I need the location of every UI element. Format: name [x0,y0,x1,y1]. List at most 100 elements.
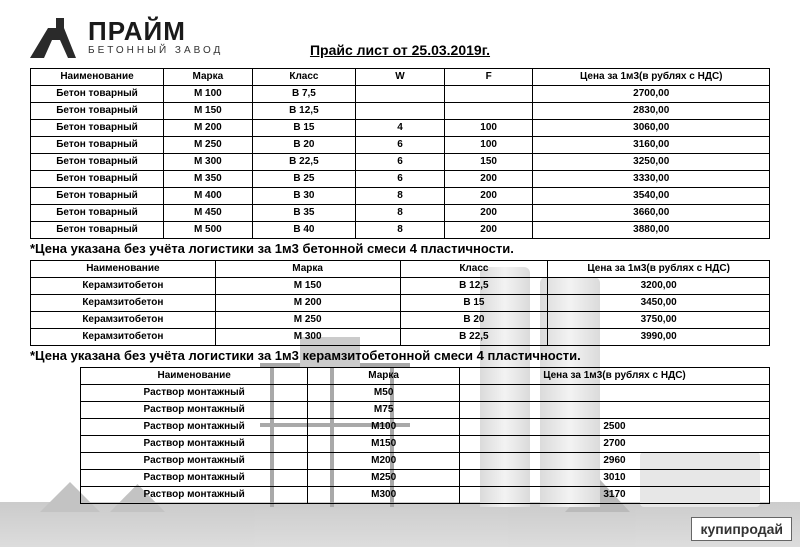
table-cell: М150 [308,436,460,453]
table-row: Бетон товарныйМ 500В 4082003880,00 [31,222,770,239]
table-header-cell: Марка [164,69,253,86]
table-cell: 200 [444,222,533,239]
table-cell: В 20 [252,137,355,154]
table-cell: Бетон товарный [31,154,164,171]
table-cell [444,103,533,120]
table-cell: М 250 [215,312,400,329]
table-row: Бетон товарныйМ 300В 22,561503250,00 [31,154,770,171]
table-cell: В 12,5 [252,103,355,120]
table-cell [356,86,445,103]
table-cell: М 250 [164,137,253,154]
table-cell: 2830,00 [533,103,770,120]
table-header-cell: Класс [252,69,355,86]
table-cell: 100 [444,120,533,137]
table-cell: М200 [308,453,460,470]
table-cell [444,86,533,103]
table-row: Бетон товарныйМ 200В 1541003060,00 [31,120,770,137]
table-row: КерамзитобетонМ 200В 153450,00 [31,295,770,312]
table-cell: 3330,00 [533,171,770,188]
table-row: Бетон товарныйМ 250В 2061003160,00 [31,137,770,154]
table-cell: В 15 [252,120,355,137]
table-cell: 100 [444,137,533,154]
table-row: Раствор монтажныйМ3003170 [81,487,770,504]
table-cell: В 40 [252,222,355,239]
note-concrete: *Цена указана без учёта логистики за 1м3… [30,241,770,256]
table-cell: В 15 [400,295,548,312]
table-header-cell: Марка [215,261,400,278]
table-mortar: НаименованиеМаркаЦена за 1м3(в рублях с … [80,367,770,504]
table-cell: В 35 [252,205,355,222]
table-cell: 3750,00 [548,312,770,329]
table-header-cell: Цена за 1м3(в рублях с НДС) [533,69,770,86]
table-row: Раствор монтажныйМ2002960 [81,453,770,470]
table-cell: Раствор монтажный [81,402,308,419]
table-cell: М300 [308,487,460,504]
table-cell: 3540,00 [533,188,770,205]
table-cell: М 200 [164,120,253,137]
table-cell: М 150 [215,278,400,295]
company-name: ПРАЙМ [88,18,223,44]
table-cell: Бетон товарный [31,188,164,205]
table-cell: 8 [356,205,445,222]
table-cell: Бетон товарный [31,222,164,239]
table-cell: В 20 [400,312,548,329]
table-cell: 3660,00 [533,205,770,222]
table-cell [459,385,769,402]
table-cell: М 350 [164,171,253,188]
table-cell: М 150 [164,103,253,120]
table-cell [356,103,445,120]
table-cell: М75 [308,402,460,419]
table-cell: Бетон товарный [31,137,164,154]
table-cell: Раствор монтажный [81,453,308,470]
table-cell: Керамзитобетон [31,295,216,312]
table-cell: М100 [308,419,460,436]
table-header-cell: Класс [400,261,548,278]
logo-icon [30,18,76,58]
table-cell: Раствор монтажный [81,470,308,487]
table-cell: 2700,00 [533,86,770,103]
table-cell: М 500 [164,222,253,239]
table-cell: М 400 [164,188,253,205]
table-cell: М 200 [215,295,400,312]
table-row: Бетон товарныйМ 450В 3582003660,00 [31,205,770,222]
table-row: Бетон товарныйМ 350В 2562003330,00 [31,171,770,188]
table-cell: 3250,00 [533,154,770,171]
table-row: КерамзитобетонМ 150В 12,53200,00 [31,278,770,295]
table-cell: 8 [356,188,445,205]
table-cell: 3450,00 [548,295,770,312]
table-cell: 2700 [459,436,769,453]
table-cell: 3880,00 [533,222,770,239]
table-cell: Раствор монтажный [81,419,308,436]
table-cell: 2500 [459,419,769,436]
table-cell: Бетон товарный [31,120,164,137]
table-header-cell: Цена за 1м3(в рублях с НДС) [459,368,769,385]
table-row: Бетон товарныйМ 150В 12,52830,00 [31,103,770,120]
table-cell: В 22,5 [252,154,355,171]
table-header-cell: F [444,69,533,86]
table-cell: Керамзитобетон [31,329,216,346]
table-cell: М 300 [215,329,400,346]
table-cell: 6 [356,171,445,188]
table-cell: В 22,5 [400,329,548,346]
table-cell: 200 [444,188,533,205]
table-cell: 3170 [459,487,769,504]
watermark-badge: купипродай [691,517,792,541]
table-cell: Бетон товарный [31,171,164,188]
table-header-cell: Марка [308,368,460,385]
table-row: Раствор монтажныйМ2503010 [81,470,770,487]
table-cell: 3060,00 [533,120,770,137]
table-row: Бетон товарныйМ 100В 7,52700,00 [31,86,770,103]
table-concrete: НаименованиеМаркаКлассWFЦена за 1м3(в ру… [30,68,770,239]
table-cell: 3200,00 [548,278,770,295]
table-cell: М 450 [164,205,253,222]
table-cell: Раствор монтажный [81,436,308,453]
table-cell: 200 [444,171,533,188]
table-cell: Раствор монтажный [81,487,308,504]
company-subtitle: БЕТОННЫЙ ЗАВОД [88,46,223,56]
table-header-cell: W [356,69,445,86]
table-cell: 3990,00 [548,329,770,346]
table-cell: Керамзитобетон [31,312,216,329]
table-header-cell: Наименование [81,368,308,385]
table-cell: 3160,00 [533,137,770,154]
table-row: Раствор монтажныйМ1502700 [81,436,770,453]
